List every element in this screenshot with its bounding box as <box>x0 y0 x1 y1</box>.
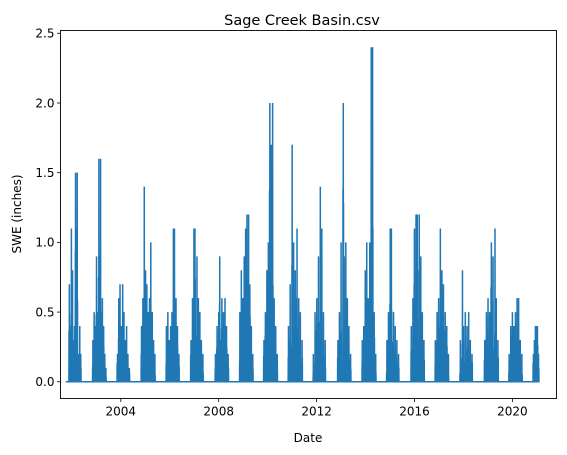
y-tick-label: 2.0 <box>35 96 54 110</box>
x-axis-label: Date <box>294 431 323 445</box>
x-tick-label: 2004 <box>106 405 137 419</box>
x-tick-label: 2012 <box>301 405 332 419</box>
y-tick-label: 2.5 <box>35 27 54 41</box>
x-tick-label: 2008 <box>203 405 234 419</box>
y-axis-ticks: 0.0 0.5 1.0 1.5 2.0 2.5 <box>35 27 61 389</box>
y-tick-label: 0.5 <box>35 305 54 319</box>
y-tick-label: 1.0 <box>35 236 54 250</box>
plot-frame <box>60 30 557 399</box>
y-axis-label: SWE (inches) <box>10 174 24 253</box>
y-tick-label: 1.5 <box>35 166 54 180</box>
series-layer <box>65 47 540 383</box>
x-tick-label: 2016 <box>399 405 430 419</box>
swe-series-line <box>65 47 540 383</box>
x-tick-label: 2020 <box>497 405 528 419</box>
y-tick-label: 0.0 <box>35 375 54 389</box>
chart-title: Sage Creek Basin.csv <box>224 13 380 29</box>
x-axis-ticks: 2004 2008 2012 2016 2020 <box>106 398 528 419</box>
